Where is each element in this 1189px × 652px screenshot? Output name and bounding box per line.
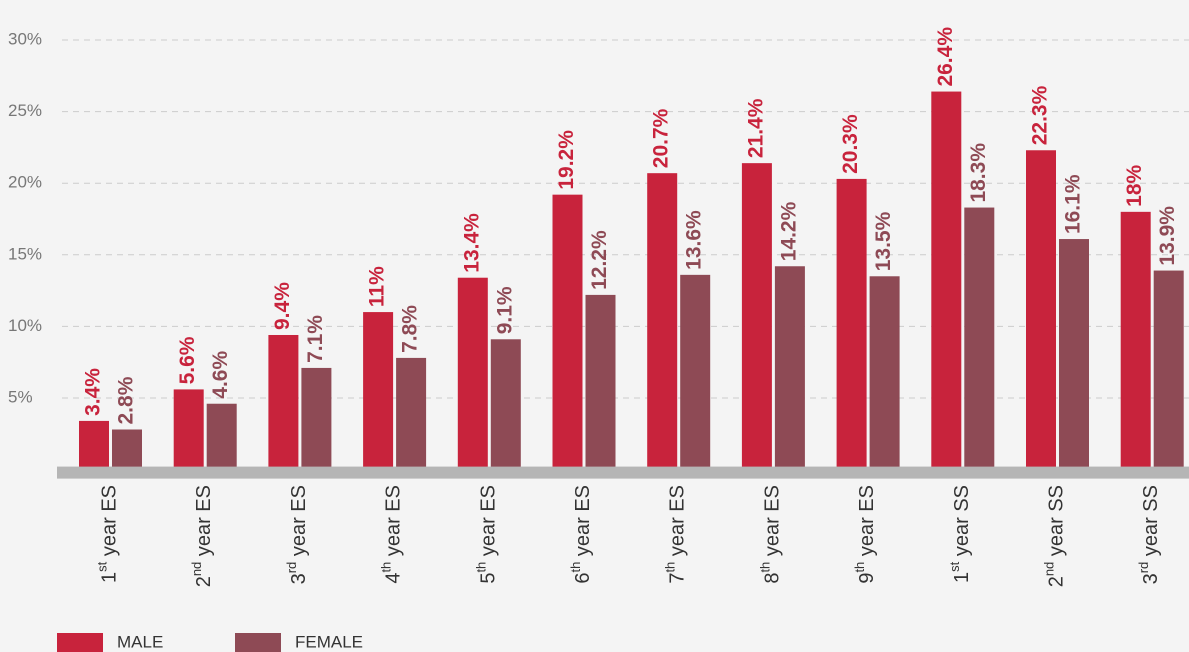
bar <box>490 339 521 470</box>
bar <box>301 367 332 470</box>
value-label: 22.3% <box>1029 85 1052 145</box>
value-label: 18.3% <box>967 143 990 203</box>
value-label: 13.9% <box>1156 206 1179 266</box>
value-label: 5.6% <box>176 336 199 384</box>
value-label: 26.4% <box>934 27 957 87</box>
value-label: 13.4% <box>460 213 483 273</box>
bar <box>206 403 237 470</box>
value-label: 13.6% <box>683 210 706 270</box>
bar <box>79 420 109 470</box>
value-label: 19.2% <box>555 130 578 190</box>
value-label: 16.1% <box>1062 174 1085 234</box>
x-tick-label: 6th year ES <box>568 485 594 584</box>
bar <box>112 429 142 470</box>
x-tick-label: 1st year SS <box>947 485 973 583</box>
x-tick-label: 3rd year ES <box>284 485 310 584</box>
x-tick-label: 5th year ES <box>474 485 500 584</box>
x-tick-label: 7th year ES <box>663 485 689 584</box>
bar <box>457 277 488 470</box>
value-label: 20.7% <box>650 108 673 168</box>
x-tick-label: 4th year ES <box>379 485 405 584</box>
y-tick-label: 10% <box>8 316 42 335</box>
value-label: 12.2% <box>588 230 611 290</box>
value-label: 7.1% <box>304 315 327 363</box>
bar <box>1026 150 1056 470</box>
bar <box>1059 239 1089 470</box>
bar <box>363 312 394 470</box>
bar <box>647 173 678 470</box>
x-tick-label: 2nd year ES <box>190 485 216 587</box>
value-label: 3.4% <box>82 368 105 416</box>
legend-label: FEMALE <box>295 632 363 651</box>
bar <box>268 334 299 470</box>
bar <box>964 207 995 470</box>
value-label: 20.3% <box>839 114 862 174</box>
legend-swatch <box>235 633 281 652</box>
y-tick-label: 30% <box>8 29 42 48</box>
legend-swatch <box>57 633 103 652</box>
x-tick-label: 1st year ES <box>95 485 121 583</box>
bar <box>931 91 962 470</box>
bar <box>552 194 583 470</box>
x-tick-label: 2nd year SS <box>1042 485 1068 587</box>
value-label: 11% <box>366 266 389 307</box>
y-tick-label: 25% <box>8 101 42 120</box>
value-label: 4.6% <box>209 351 232 399</box>
value-label: 21.4% <box>744 98 767 158</box>
bar <box>396 357 427 470</box>
bar <box>836 178 867 470</box>
value-label: 7.8% <box>399 305 422 353</box>
value-label: 9.1% <box>493 286 516 334</box>
value-label: 13.5% <box>872 211 895 271</box>
legend-label: MALE <box>117 632 163 651</box>
value-label: 14.2% <box>777 201 800 261</box>
bar <box>585 294 616 470</box>
y-tick-label: 20% <box>8 173 42 192</box>
x-tick-label: 9th year ES <box>853 485 879 584</box>
y-tick-label: 15% <box>8 244 42 263</box>
bar <box>173 389 204 470</box>
bar <box>774 266 805 470</box>
value-label: 18% <box>1123 164 1146 206</box>
bar <box>869 276 900 470</box>
bar <box>1153 270 1184 470</box>
bar <box>1120 211 1151 470</box>
bar <box>680 274 711 470</box>
x-tick-label: 8th year ES <box>758 485 784 584</box>
value-label: 2.8% <box>115 376 138 424</box>
y-tick-label: 5% <box>8 387 33 406</box>
baseline <box>57 466 1189 479</box>
bar <box>741 163 772 470</box>
x-tick-label: 3rd year SS <box>1137 485 1163 584</box>
value-label: 9.4% <box>271 282 294 330</box>
